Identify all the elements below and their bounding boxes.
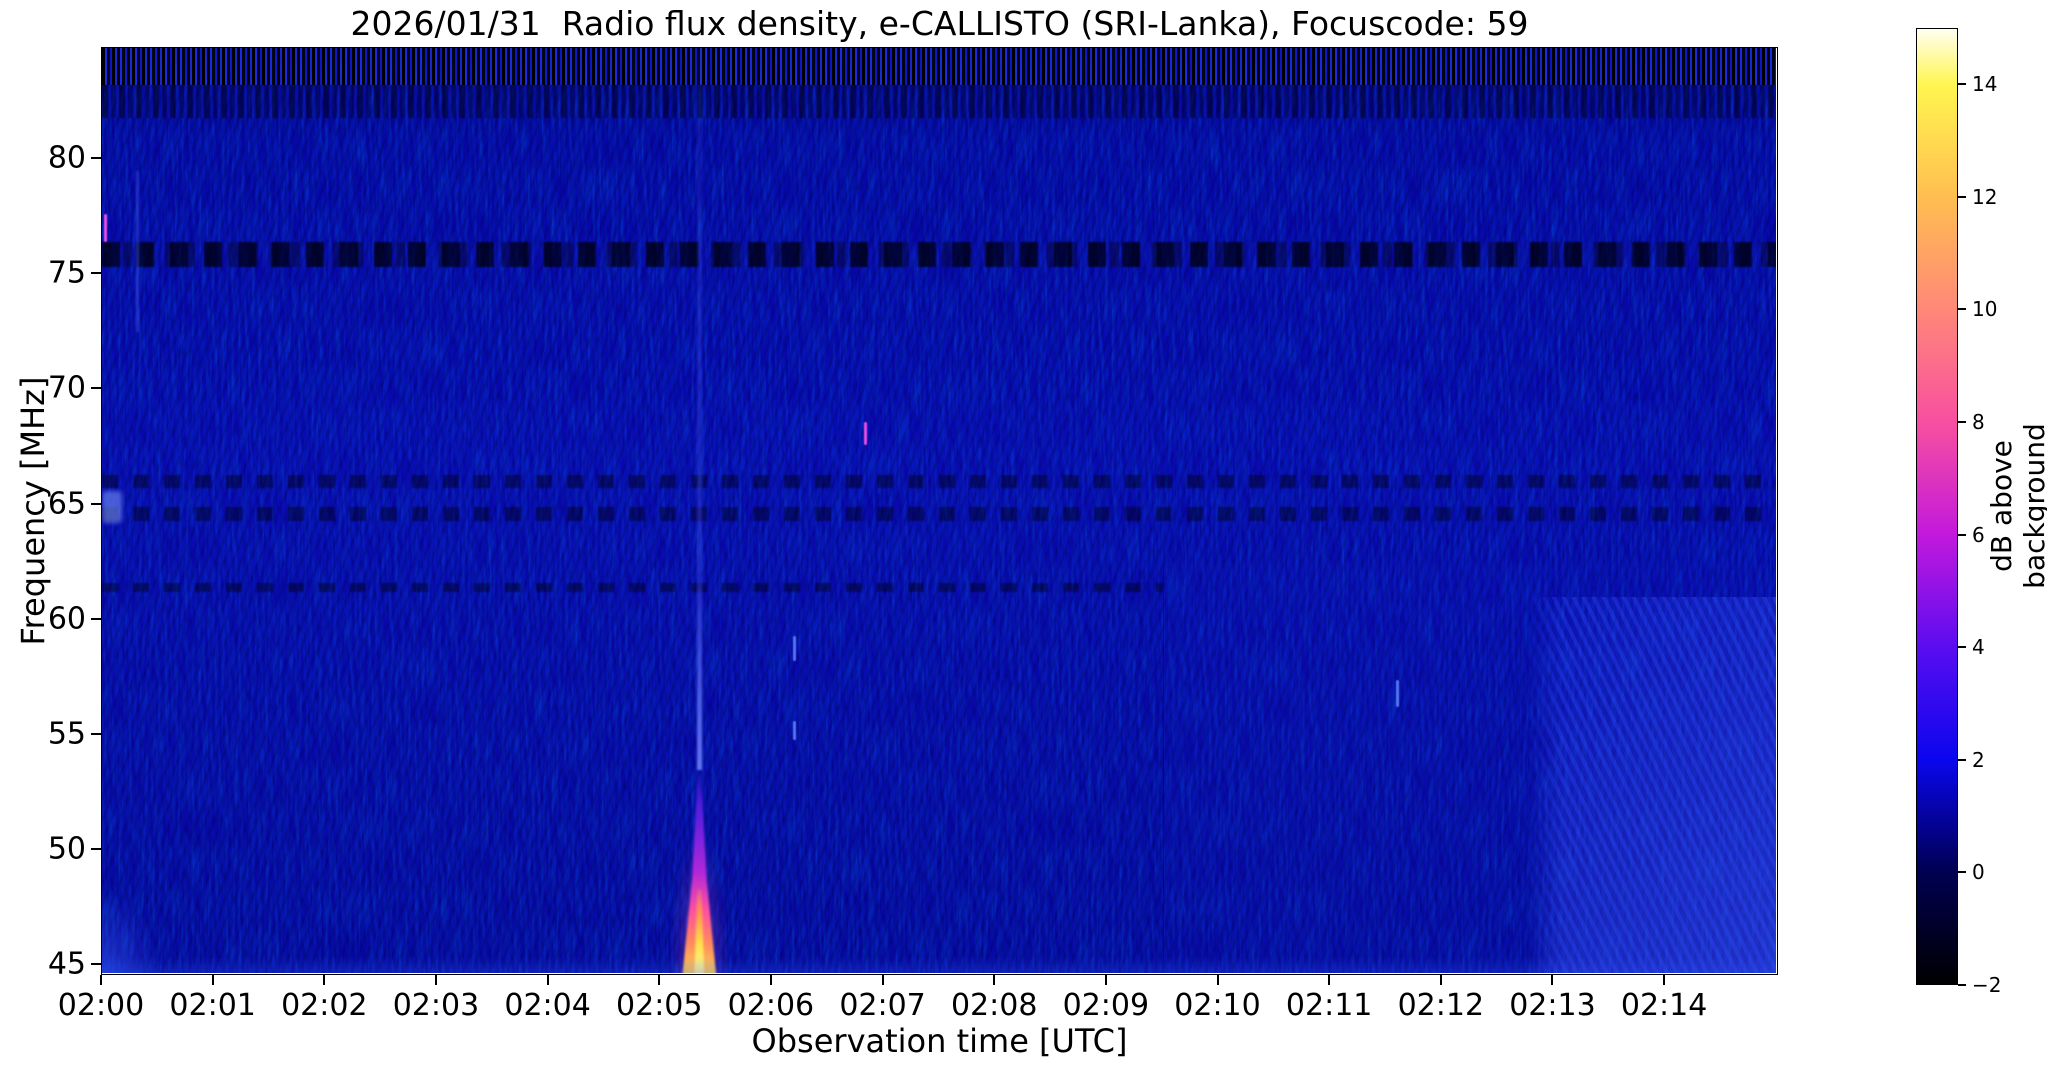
diagonal-texture-2 [102, 399, 1776, 973]
feature-left-edge-smear [102, 490, 123, 524]
y-tick [91, 157, 101, 160]
y-tick [91, 848, 101, 851]
y-tick [91, 963, 101, 966]
colorbar-tick-label: 2 [1972, 747, 1985, 772]
x-tick-label: 02:12 [1397, 988, 1485, 1023]
y-tick [91, 617, 101, 620]
colorbar-tick-label: 6 [1972, 522, 1985, 547]
x-tick-label: 02:11 [1285, 988, 1373, 1023]
feature-rfi-line-61 [102, 582, 1163, 593]
y-tick-label: 75 [47, 255, 86, 291]
colorbar-tick [1958, 533, 1966, 536]
x-tick [993, 975, 996, 985]
spectrogram-plot [101, 47, 1778, 975]
feature-rfi-band-76 [102, 241, 1776, 268]
x-axis-label: Observation time [UTC] [751, 1022, 1128, 1060]
feature-blue-dash-1136 [1395, 679, 1399, 708]
colorbar-tick [1958, 195, 1966, 198]
colorbar-tick [1958, 871, 1966, 874]
y-tick [91, 272, 101, 275]
colorbar-label: dB above background [1985, 423, 2047, 589]
x-tick [1104, 975, 1107, 985]
feature-rfi-line-65 [102, 506, 1776, 521]
feature-burst-streak-high [696, 48, 702, 574]
y-tick-label: 50 [47, 831, 86, 867]
x-tick-label: 02:10 [1174, 988, 1261, 1023]
x-tick-label: 02:00 [57, 988, 145, 1023]
x-tick [1663, 975, 1666, 985]
x-tick [546, 975, 549, 985]
y-tick-label: 65 [47, 486, 86, 522]
feature-top-noise-band-2 [102, 85, 1776, 118]
x-tick-label: 02:02 [281, 988, 368, 1023]
x-tick [100, 975, 102, 985]
x-tick [769, 975, 772, 985]
chart-title: 2026/01/31 Radio flux density, e-CALLIST… [350, 4, 1529, 43]
feature-blue-dash-0612a [792, 635, 796, 662]
x-tick [1328, 975, 1331, 985]
y-tick-label: 80 [47, 140, 86, 176]
x-tick [434, 975, 437, 985]
y-tick-label: 60 [47, 601, 86, 637]
noise-texture [102, 48, 1776, 973]
y-tick [91, 387, 101, 390]
colorbar [1916, 28, 1958, 985]
x-tick [881, 975, 884, 985]
x-tick [211, 975, 214, 985]
x-tick [1551, 975, 1554, 985]
colorbar-tick-label: 10 [1972, 297, 1998, 322]
colorbar-tick [1958, 646, 1966, 649]
colorbar-tick [1958, 421, 1966, 424]
colorbar-tick-label: 0 [1972, 860, 1985, 885]
burst-core [694, 889, 705, 973]
colorbar-tick [1958, 308, 1966, 311]
feature-rfi-line-66 [102, 474, 1776, 489]
feature-top-noise-band [102, 48, 1776, 86]
x-tick [1216, 975, 1219, 985]
spectrogram-image [102, 48, 1776, 973]
x-tick [323, 975, 326, 985]
x-tick [658, 975, 661, 985]
colorbar-tick-label: −2 [1972, 973, 2002, 997]
colorbar-tick-label: 8 [1972, 410, 1985, 435]
x-tick-label: 02:07 [839, 988, 926, 1023]
colorbar-tick [1958, 758, 1966, 761]
feature-bright-corner-waves [1525, 596, 1776, 973]
x-tick-label: 02:01 [169, 988, 256, 1023]
colorbar-tick-label: 12 [1972, 184, 1998, 209]
colorbar-tick-label: 14 [1972, 72, 1998, 97]
feature-type-iii-burst [668, 769, 731, 973]
y-tick [91, 733, 101, 735]
feature-blue-dash-0612b [792, 721, 796, 740]
y-tick-label: 45 [47, 946, 86, 982]
x-tick-label: 02:09 [1062, 988, 1150, 1023]
x-tick-label: 02:04 [504, 988, 591, 1023]
feature-vert-line-0220 [136, 170, 140, 332]
feature-sector-shade [1162, 562, 1776, 973]
x-tick-label: 02:14 [1620, 988, 1708, 1023]
diagonal-texture [102, 48, 1776, 973]
colorbar-tick-label: 4 [1972, 635, 1985, 660]
y-tick [91, 502, 101, 505]
x-tick-label: 02:13 [1509, 988, 1596, 1023]
feature-left-corner-glow [102, 896, 158, 973]
x-tick-label: 02:05 [616, 988, 703, 1023]
colorbar-tick [1958, 984, 1966, 986]
x-tick-label: 02:03 [392, 988, 480, 1023]
y-tick-label: 55 [47, 716, 86, 752]
x-tick-label: 02:08 [950, 988, 1038, 1023]
x-tick-label: 02:06 [727, 988, 815, 1023]
feature-magenta-dash-left [103, 214, 107, 242]
colorbar-gradient [1917, 29, 1957, 984]
feature-bottom-edge-glow [102, 957, 1776, 973]
feature-magenta-dot-0651 [864, 421, 868, 445]
feature-burst-streak-low [696, 573, 702, 770]
colorbar-tick [1958, 83, 1966, 86]
y-tick-label: 70 [47, 370, 86, 406]
x-tick [1439, 975, 1442, 985]
